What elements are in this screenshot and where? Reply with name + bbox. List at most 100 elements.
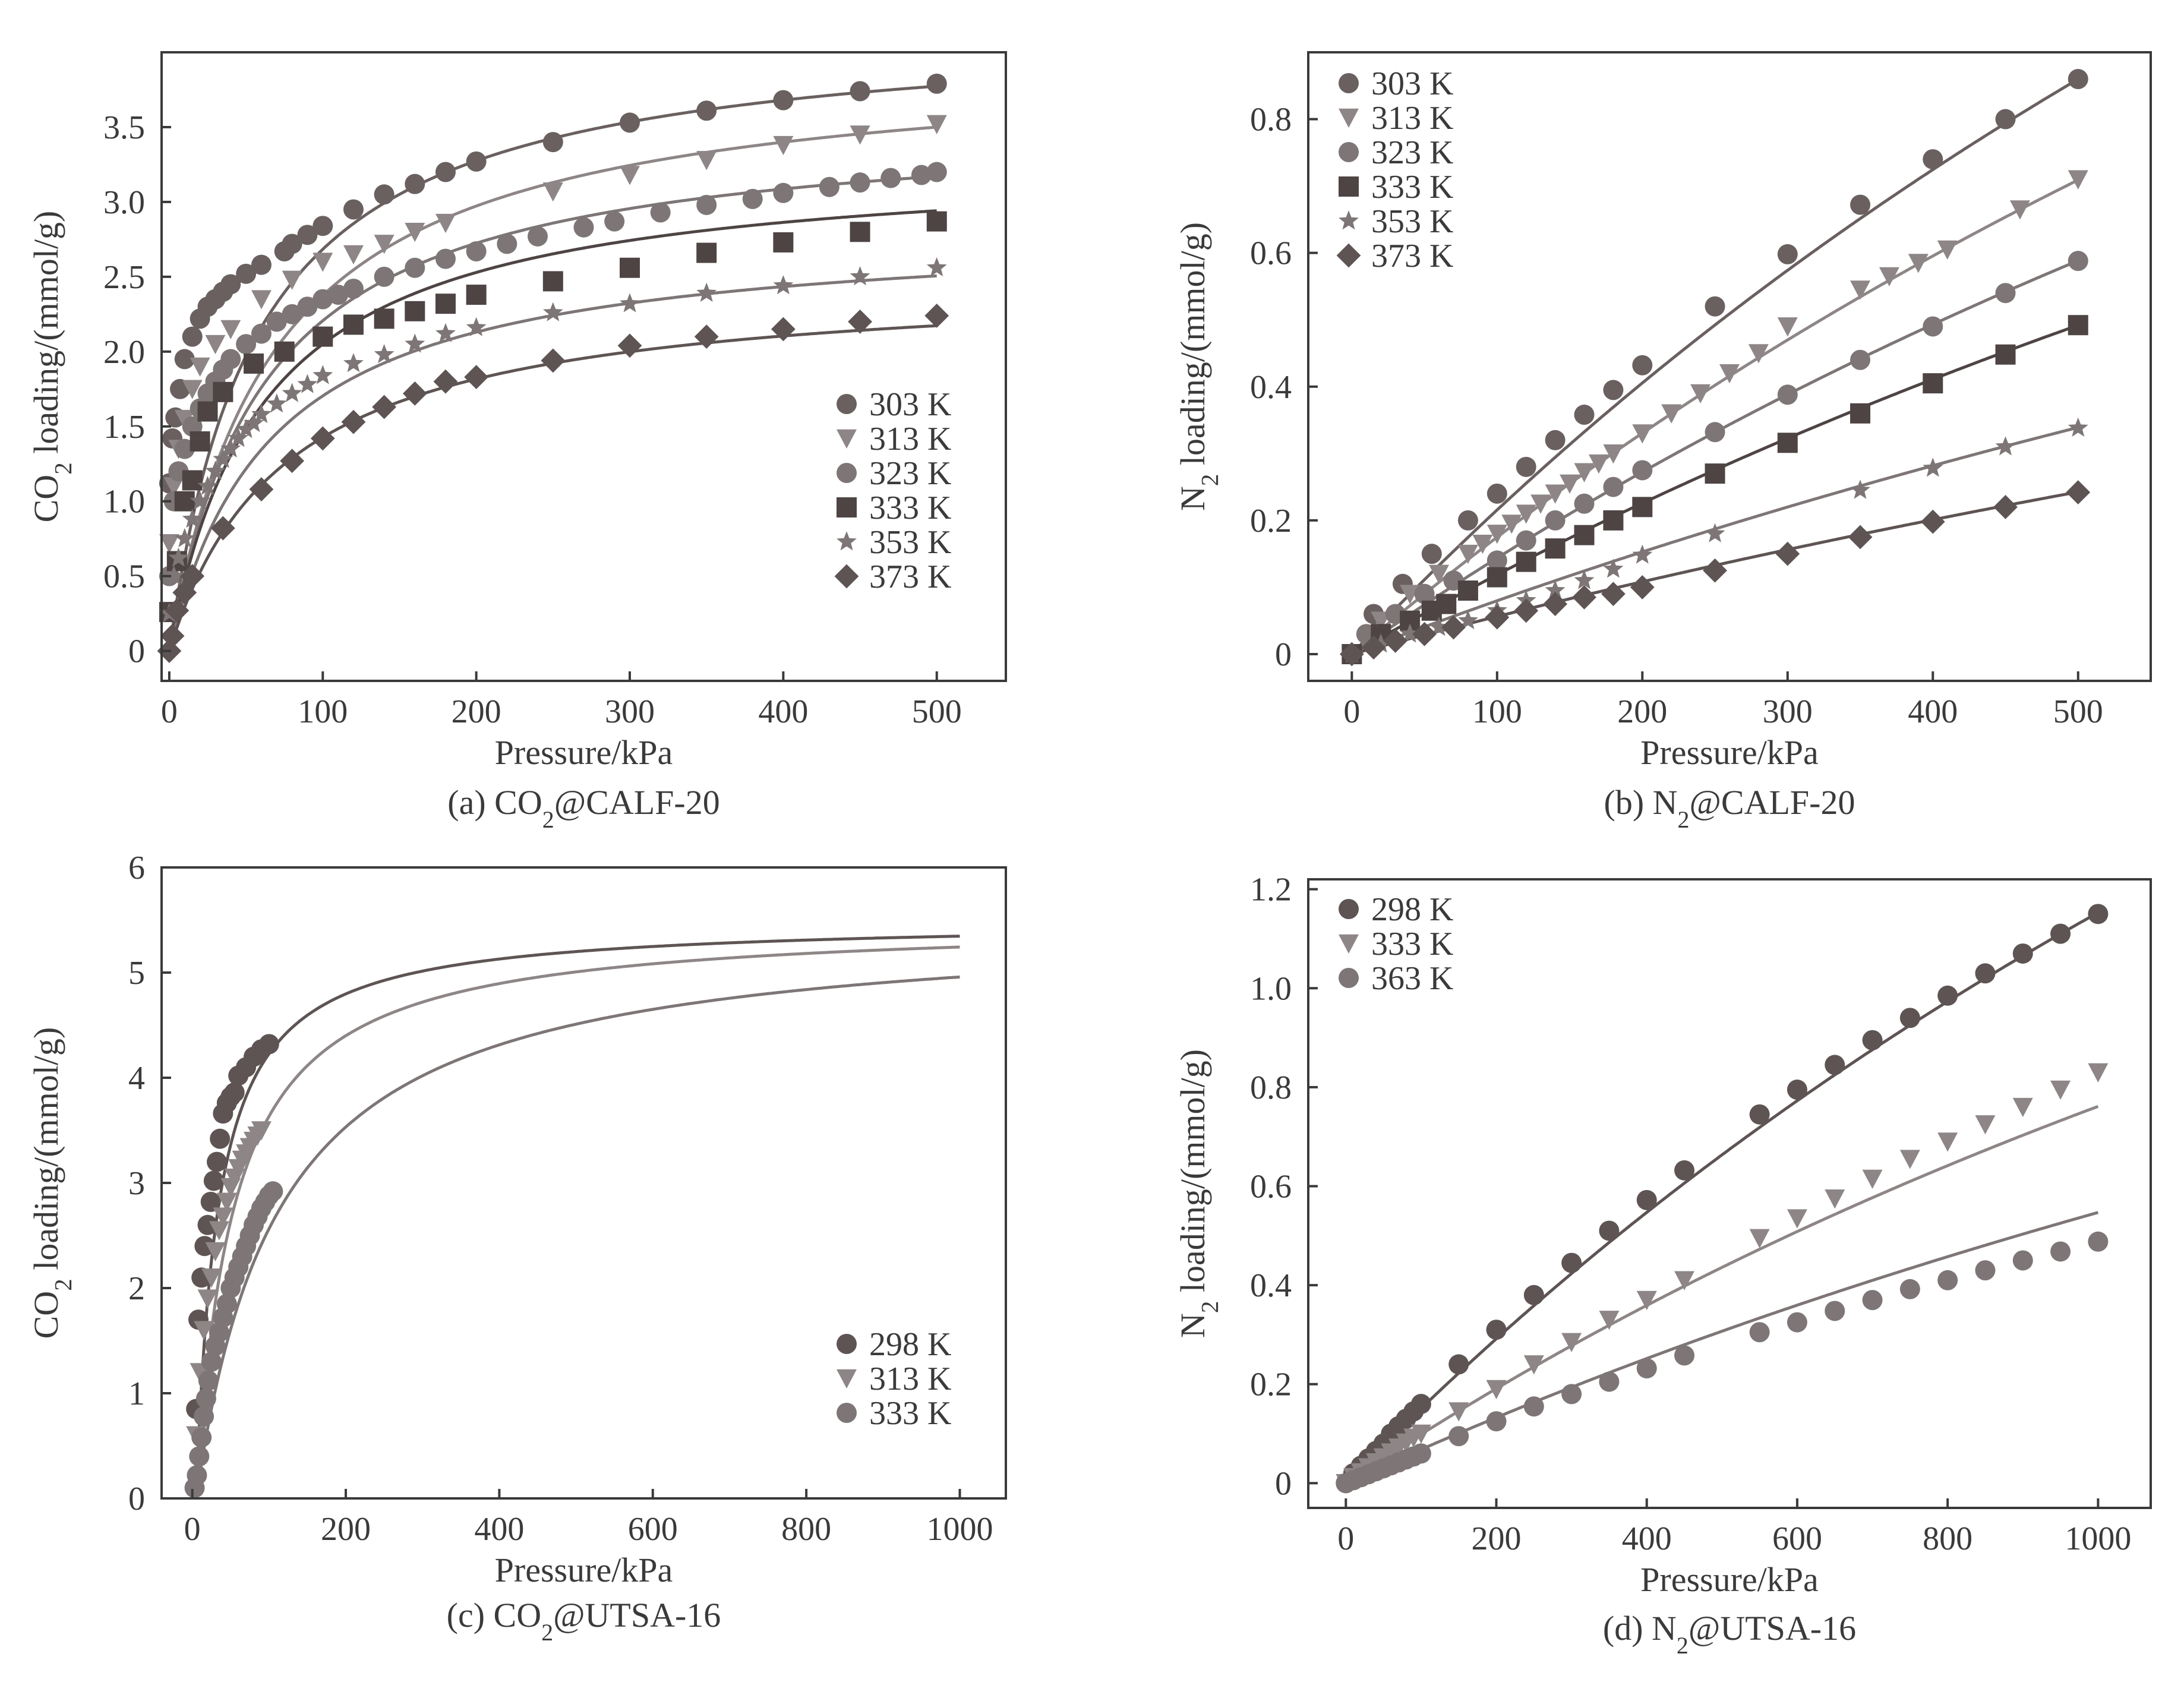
data-point xyxy=(244,412,264,433)
data-point xyxy=(1632,424,1653,444)
data-point xyxy=(213,1207,233,1227)
x-tick-label: 100 xyxy=(298,693,348,730)
data-point xyxy=(251,403,272,424)
legend-marker xyxy=(1339,73,1359,93)
data-point xyxy=(1572,585,1596,610)
fit-line-373k xyxy=(168,324,937,652)
data-point xyxy=(405,301,425,321)
data-point xyxy=(205,1242,226,1262)
legend-label: 373 K xyxy=(869,558,951,595)
legend-marker xyxy=(837,1403,857,1423)
data-point xyxy=(190,490,210,510)
data-point xyxy=(696,282,717,302)
data-point xyxy=(220,274,241,295)
data-point xyxy=(195,1388,216,1409)
y-tick-label: 2.5 xyxy=(103,259,145,296)
data-point xyxy=(542,132,563,153)
legend-label: 323 K xyxy=(869,455,951,492)
data-point xyxy=(1749,1229,1770,1248)
data-point xyxy=(1850,479,1870,499)
data-point xyxy=(464,365,489,390)
data-point xyxy=(249,477,274,501)
series-303k xyxy=(159,73,947,494)
data-point xyxy=(1995,436,2016,456)
legend-label: 298 K xyxy=(869,1326,951,1363)
data-point xyxy=(1749,1104,1770,1125)
data-point xyxy=(541,348,566,373)
data-point xyxy=(1719,364,1740,384)
data-point xyxy=(1523,1355,1544,1375)
data-point xyxy=(850,172,870,193)
data-point xyxy=(1937,1270,1958,1290)
data-point xyxy=(926,257,947,277)
y-tick-label: 3.0 xyxy=(103,184,145,221)
series-298k xyxy=(186,1034,279,1419)
data-point xyxy=(197,475,218,495)
data-point xyxy=(251,323,272,344)
data-point xyxy=(542,182,563,202)
data-point xyxy=(1825,1301,1845,1321)
data-point xyxy=(189,1446,210,1467)
data-point xyxy=(2050,1241,2071,1262)
data-point xyxy=(405,173,425,194)
series-363k xyxy=(1336,1231,2109,1494)
data-point xyxy=(372,395,397,419)
data-point xyxy=(191,1427,212,1448)
data-point xyxy=(1636,1189,1657,1210)
y-tick-label: 1.0 xyxy=(1250,970,1292,1007)
y-tick-label: 3.5 xyxy=(103,109,145,146)
data-point xyxy=(1850,349,1871,370)
data-point xyxy=(1850,194,1871,215)
data-point xyxy=(1448,1402,1469,1422)
data-point xyxy=(1457,510,1478,531)
y-tick-label: 0.2 xyxy=(1250,503,1292,539)
fit-line-303k xyxy=(1350,78,2079,655)
data-point xyxy=(1383,629,1408,653)
legend-label: 313 K xyxy=(869,421,951,457)
data-point xyxy=(773,135,794,156)
x-axis-label: Pressure/kPa xyxy=(495,733,673,772)
data-point xyxy=(1603,476,1624,497)
legend-label: 363 K xyxy=(1371,960,1453,997)
y-tick-label: 0.4 xyxy=(1250,369,1292,406)
data-point xyxy=(165,598,190,623)
data-point xyxy=(1862,1169,1883,1189)
x-tick-label: 800 xyxy=(1923,1520,1972,1557)
panel-b: 0 100 200 300 400 500 0 0.2 0.4 0.6 0.8 Pressure/kP… xyxy=(1173,51,2152,833)
legend-marker xyxy=(1339,210,1359,230)
legend-label: 303 K xyxy=(1371,65,1453,102)
data-point xyxy=(2088,1231,2109,1252)
data-point xyxy=(1920,509,1945,534)
data-point xyxy=(2068,251,2088,272)
data-point xyxy=(1560,474,1580,494)
plot-frame xyxy=(1307,51,2152,682)
legend-marker xyxy=(837,497,857,517)
y-tick-label: 1.2 xyxy=(1250,872,1292,908)
data-point xyxy=(213,381,233,402)
data-point xyxy=(282,304,302,324)
panel-caption: (d) N2@UTSA-16 xyxy=(1603,1609,1856,1659)
data-point xyxy=(1825,1055,1845,1075)
data-point xyxy=(1421,544,1442,564)
data-point xyxy=(773,182,794,203)
data-point xyxy=(1574,493,1595,514)
data-point xyxy=(1561,1333,1582,1352)
series-303k xyxy=(1342,69,2088,664)
data-point xyxy=(1879,267,1899,287)
data-point xyxy=(1705,296,1725,317)
data-point xyxy=(1410,1424,1431,1444)
data-point xyxy=(1825,1189,1845,1209)
data-point xyxy=(1361,635,1386,660)
data-point xyxy=(210,1128,231,1149)
x-tick-label: 200 xyxy=(1617,693,1667,730)
data-point xyxy=(1787,1080,1807,1100)
data-point xyxy=(313,365,333,384)
y-tick-label: 0.8 xyxy=(1250,1069,1292,1106)
data-point xyxy=(1458,610,1478,630)
data-point xyxy=(1603,558,1624,578)
data-point xyxy=(650,202,671,223)
data-point xyxy=(405,257,425,278)
fit-line-333k xyxy=(1351,324,2079,656)
